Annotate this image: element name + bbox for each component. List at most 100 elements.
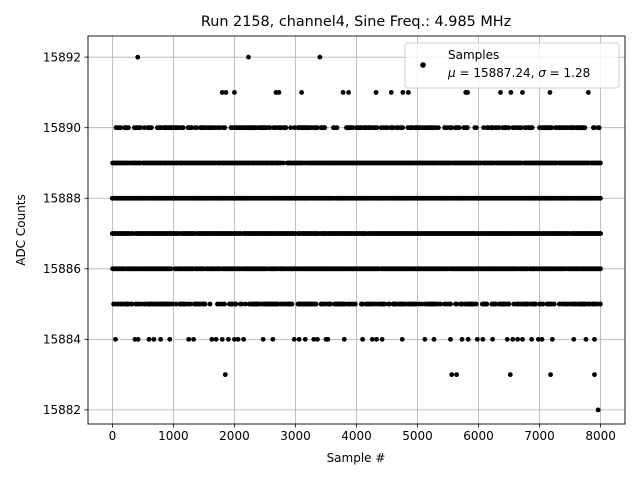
x-tick-label: 8000 xyxy=(585,429,616,443)
data-point xyxy=(350,125,356,131)
data-point xyxy=(207,301,213,307)
data-point xyxy=(529,336,535,342)
data-point xyxy=(138,125,143,131)
y-tick-label: 15888 xyxy=(43,192,81,206)
data-point xyxy=(464,125,470,131)
data-point xyxy=(158,336,164,342)
data-point xyxy=(276,90,282,95)
data-point xyxy=(456,125,462,131)
legend: Samples μ = 15887.24, σ = 1.28 xyxy=(404,42,620,89)
y-tick-label: 15892 xyxy=(43,50,81,64)
data-point xyxy=(465,336,471,342)
data-point xyxy=(315,336,320,342)
data-point xyxy=(400,125,406,131)
data-point xyxy=(360,336,365,342)
data-point xyxy=(504,336,510,342)
data-point xyxy=(448,336,453,342)
data-point xyxy=(507,372,513,378)
data-point xyxy=(141,125,147,131)
data-point xyxy=(241,336,247,342)
data-point xyxy=(508,90,514,95)
legend-mu-symbol: μ xyxy=(447,66,456,80)
data-point xyxy=(449,125,454,131)
data-point xyxy=(135,54,141,60)
data-point xyxy=(288,125,294,131)
data-point xyxy=(405,90,411,95)
data-point xyxy=(186,336,192,342)
data-point xyxy=(129,301,135,307)
data-point xyxy=(135,336,141,342)
data-point xyxy=(292,125,297,131)
data-point xyxy=(149,125,154,131)
data-point xyxy=(311,336,317,342)
data-point xyxy=(598,231,604,236)
data-point xyxy=(535,336,541,342)
x-tick-label: 1000 xyxy=(158,429,189,443)
x-tick-label: 3000 xyxy=(280,429,311,443)
x-tick-label: 6000 xyxy=(463,429,494,443)
data-point xyxy=(529,125,535,131)
data-point xyxy=(180,125,186,131)
data-point xyxy=(246,54,251,60)
data-point xyxy=(583,336,589,342)
data-point xyxy=(592,372,597,378)
data-point xyxy=(484,301,490,307)
data-point xyxy=(317,54,323,60)
data-point xyxy=(490,336,495,342)
x-axis-label: Sample # xyxy=(327,451,386,465)
data-point xyxy=(191,336,196,342)
data-point xyxy=(539,336,545,342)
data-point xyxy=(547,90,553,95)
data-point xyxy=(219,336,225,342)
data-point xyxy=(496,125,502,131)
data-point xyxy=(232,90,237,95)
x-axis: 0 1000 2000 3000 4000 5000 6000 7000 8000 xyxy=(109,424,616,443)
data-point xyxy=(302,336,308,342)
data-point xyxy=(598,160,603,166)
data-point xyxy=(520,90,525,95)
data-point xyxy=(592,336,597,342)
data-point xyxy=(384,125,390,131)
data-point xyxy=(235,336,241,342)
data-point xyxy=(374,336,380,342)
data-point xyxy=(454,372,459,378)
legend-box xyxy=(404,42,620,89)
data-point xyxy=(340,90,346,95)
legend-sigma-value: = 1.28 xyxy=(546,66,590,80)
data-point xyxy=(418,301,424,307)
data-point xyxy=(387,301,392,307)
data-point xyxy=(373,90,379,95)
y-tick-label: 15884 xyxy=(43,333,81,347)
data-point xyxy=(267,125,273,131)
data-point xyxy=(315,125,320,131)
data-point xyxy=(280,160,286,166)
data-point xyxy=(126,125,131,131)
y-axis-label: ADC Counts xyxy=(14,194,28,266)
data-point xyxy=(168,266,174,272)
data-point xyxy=(436,125,441,131)
data-point xyxy=(225,336,231,342)
data-point xyxy=(448,301,453,307)
y-tick-label: 15886 xyxy=(43,262,81,276)
data-point xyxy=(222,125,228,131)
data-point xyxy=(431,336,437,342)
data-point xyxy=(474,336,480,342)
data-point xyxy=(313,301,319,307)
data-point xyxy=(217,125,223,131)
data-point xyxy=(213,336,219,342)
data-point xyxy=(592,125,597,131)
data-point xyxy=(242,301,248,307)
data-point xyxy=(571,336,577,342)
data-point xyxy=(322,125,328,131)
data-point xyxy=(480,336,486,342)
data-point xyxy=(382,301,388,307)
data-point xyxy=(219,90,225,95)
data-point xyxy=(598,266,603,272)
legend-marker xyxy=(420,62,426,68)
data-point xyxy=(510,336,516,342)
data-point xyxy=(518,125,524,131)
data-point xyxy=(223,90,229,95)
data-point xyxy=(189,125,195,131)
data-point xyxy=(388,90,394,95)
